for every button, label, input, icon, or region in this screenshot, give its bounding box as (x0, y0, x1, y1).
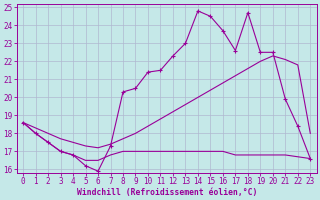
X-axis label: Windchill (Refroidissement éolien,°C): Windchill (Refroidissement éolien,°C) (76, 188, 257, 197)
